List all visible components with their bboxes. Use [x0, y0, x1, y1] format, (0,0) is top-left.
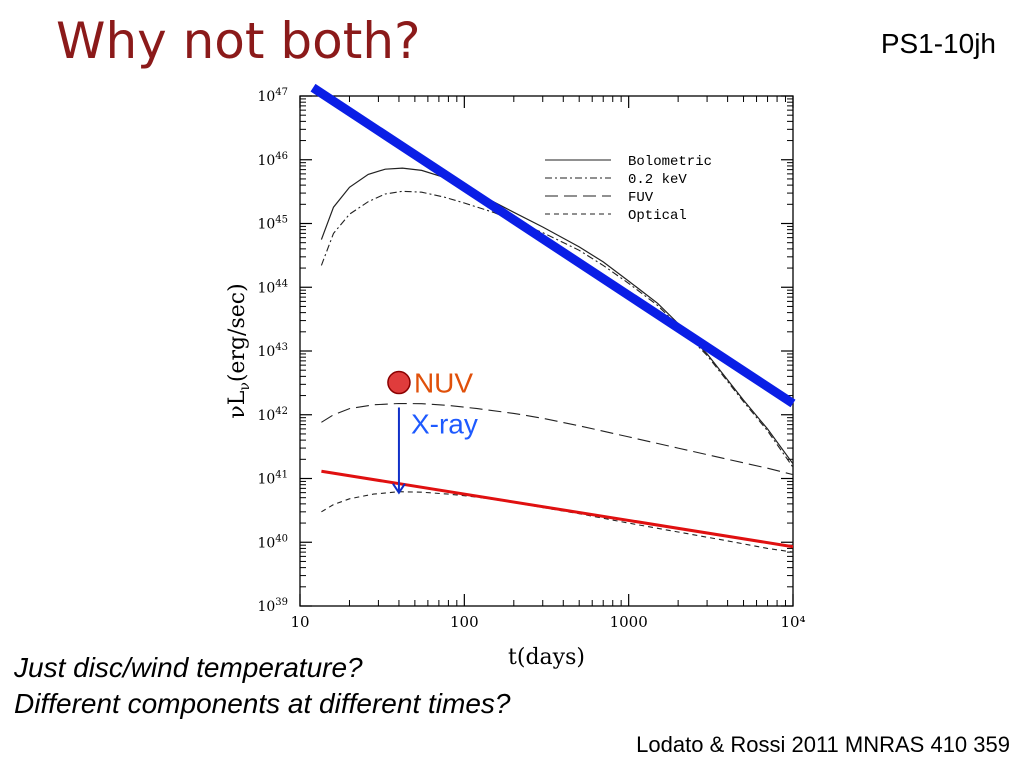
y-tick-label: 1039 [257, 597, 288, 615]
object-name-label: PS1-10jh [880, 28, 996, 59]
y-tick-label: 1043 [257, 342, 288, 360]
series-line-3 [321, 491, 794, 553]
power-law-line-1 [321, 469, 794, 549]
note-line-1: Just disc/wind temperature? [14, 652, 363, 683]
x-axis-label: t(days) [508, 645, 585, 670]
legend-label-3: Optical [628, 208, 687, 224]
legend-label-2: FUV [628, 190, 654, 206]
series-line-1 [320, 190, 794, 468]
y-tick-label: 1042 [257, 406, 288, 424]
y-axis-label: νLν(erg/sec) [225, 283, 253, 418]
power-law-line-0 [310, 83, 796, 408]
nuv-data-point [387, 370, 411, 395]
y-tick-label: 1046 [257, 151, 288, 169]
series-line-0 [320, 167, 794, 465]
x-tick-label: 10 [290, 613, 309, 631]
legend-label-1: 0.2 keV [628, 172, 687, 188]
x-tick-label: 100 [450, 613, 479, 631]
y-tick-label: 1044 [257, 278, 288, 296]
xray-arrow-head [392, 483, 406, 495]
note-line-2: Different components at different times? [14, 688, 511, 720]
nuv-label: NUV [414, 368, 473, 399]
y-tick-label: 1041 [257, 470, 288, 488]
slide-notes: Just disc/wind temperature? Different co… [14, 650, 510, 723]
xray-label: X-ray [411, 408, 478, 439]
slide-title: Why not both? [56, 12, 421, 70]
y-tick-label: 1047 [257, 87, 288, 105]
series-line-2 [321, 402, 794, 476]
y-tick-label: 1045 [257, 215, 288, 233]
x-tick-label: 10⁴ [780, 613, 805, 631]
citation: Lodato & Rossi 2011 MNRAS 410 359 [636, 732, 1010, 757]
legend-label-0: Bolometric [628, 154, 712, 170]
x-tick-label: 1000 [610, 613, 648, 631]
y-tick-label: 1040 [257, 533, 288, 551]
